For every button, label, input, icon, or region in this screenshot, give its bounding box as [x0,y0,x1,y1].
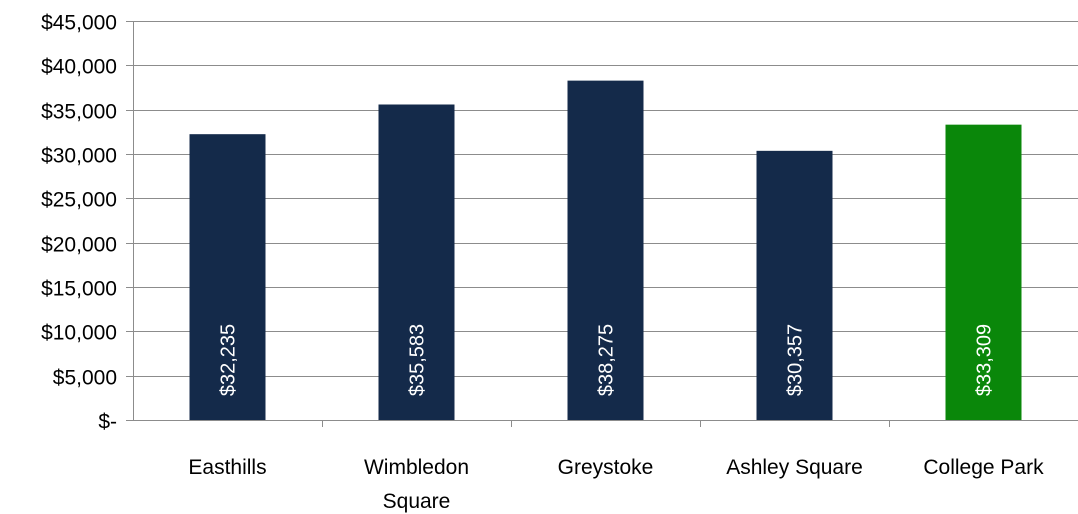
data-label: $32,235 [218,324,240,396]
x-tick-label-line: Ashley Square [726,456,863,479]
bars: $32,235 $35,583 $38,275 $30,357 $33,309 [189,80,1022,421]
y-tick-label: $20,000 [41,234,117,257]
x-tick-label: Ashley Square [726,456,863,479]
x-tick-label: Greystoke [558,456,654,479]
x-tick-label-line: Greystoke [558,456,654,479]
bar [756,150,833,420]
x-tick-label-line: Wimbledon [364,456,469,479]
data-label: $30,357 [785,324,807,396]
y-tick-label: $35,000 [41,101,117,124]
bar [945,124,1022,420]
x-tick-label: Easthills [188,456,266,479]
data-label: $35,583 [407,324,429,396]
y-tick-label: $30,000 [41,145,117,168]
data-label: $38,275 [596,324,618,396]
bar [189,134,266,421]
x-tick-label-line: Square [383,490,451,513]
y-tick-label: $5,000 [53,367,117,390]
y-tick-label: $- [98,411,117,434]
y-tick-label: $10,000 [41,322,117,345]
bar [567,80,644,421]
x-tick-label-line: College Park [923,456,1044,479]
y-axis: $- $5,000 $10,000 $15,000 $20,000 $25,000 $30,… [41,12,134,434]
x-axis: Easthills Wimbledon Square Greystoke Ashley … [133,420,1078,513]
x-tick-label: College Park [923,456,1044,479]
y-tick-label: $25,000 [41,189,117,212]
bar [378,104,455,420]
x-tick-label-line: Easthills [188,456,266,479]
data-label: $33,309 [974,324,996,396]
y-tick-label: $45,000 [41,12,117,35]
x-tick-label: Wimbledon Square [364,456,469,513]
y-tick-label: $15,000 [41,278,117,301]
y-tick-label: $40,000 [41,56,117,79]
